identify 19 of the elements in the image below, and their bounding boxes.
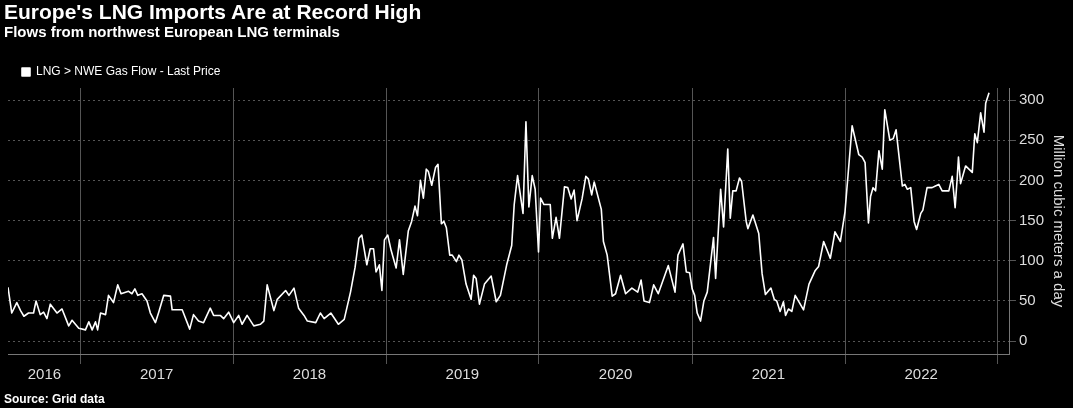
x-tick-label: 2016 (27, 365, 62, 383)
x-tick-label: 2017 (139, 365, 174, 383)
y-tick-label: 200 (1018, 170, 1044, 188)
x-tick-label: 2020 (598, 365, 633, 383)
y-tick-label: 50 (1018, 291, 1036, 309)
y-tick-label: 150 (1018, 210, 1044, 228)
chart-subtitle: Flows from northwest European LNG terminals (4, 23, 340, 41)
source-note: Source: Grid data (4, 392, 105, 406)
y-axis-title: Million cubic meters a day (1050, 134, 1068, 308)
y-tick-label: 0 (1018, 331, 1028, 349)
chart-title: Europe's LNG Imports Are at Record High (4, 0, 422, 24)
x-tick-label: 2022 (904, 365, 938, 383)
x-tick-label: 2019 (445, 365, 479, 383)
legend-label: LNG > NWE Gas Flow - Last Price (36, 64, 221, 79)
y-tick-label: 100 (1018, 250, 1044, 268)
x-tick-label: 2018 (292, 365, 327, 383)
y-tick-label: 300 (1018, 90, 1044, 108)
x-tick-label: 2021 (751, 365, 786, 383)
y-tick-label: 250 (1018, 130, 1044, 148)
